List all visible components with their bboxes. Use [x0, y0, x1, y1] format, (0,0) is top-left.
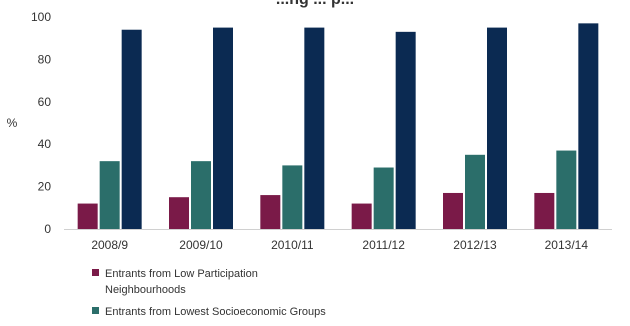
- y-tick-label: 80: [38, 52, 52, 66]
- x-tick-label: 2009/10: [179, 238, 223, 252]
- bar-series1-2009-10: [169, 197, 189, 229]
- bar-series2-2013-14: [556, 150, 577, 229]
- bar-series3-2013-14: [578, 23, 599, 229]
- legend-item-low-participation: Entrants from Low Participation Neighbou…: [92, 266, 326, 298]
- chart-bars: [77, 23, 599, 230]
- bar-series2-2009-10: [191, 161, 211, 229]
- bar-series1-2012-13: [443, 192, 463, 229]
- bar-series2-2011-12: [373, 167, 394, 229]
- bar-series2-2008-9: [99, 161, 120, 229]
- bar-series3-2012-13: [487, 27, 507, 229]
- legend-swatch-low-participation: [92, 269, 99, 276]
- x-tick-label: 2011/12: [362, 238, 405, 252]
- y-tick-label: 60: [38, 95, 52, 109]
- x-tick-label: 2013/14: [545, 238, 589, 252]
- bar-series2-2012-13: [465, 154, 485, 229]
- bar-series3-2008-9: [121, 29, 142, 229]
- legend-item-lowest-socioeconomic: Entrants from Lowest Socioeconomic Group…: [92, 304, 326, 320]
- chart-axes: 0 20 40 60 80 100% 2008/9 2009/10 2010/11 2011/12…: [7, 10, 612, 252]
- x-tick-label: 2008/9: [91, 238, 128, 252]
- bar-series3-2010-11: [304, 27, 325, 229]
- y-tick-label: 20: [38, 180, 52, 194]
- bar-series1-2013-14: [534, 192, 555, 229]
- y-axis-label: %: [7, 116, 18, 130]
- bar-series2-2010-11: [282, 165, 303, 229]
- x-tick-label: 2012/13: [453, 238, 497, 252]
- legend-swatch-lowest-socioeconomic: [92, 307, 99, 314]
- legend-label-lowest-socioeconomic: Entrants from Lowest Socioeconomic Group…: [105, 306, 326, 318]
- bar-series1-2011-12: [351, 203, 372, 229]
- bar-series1-2008-9: [77, 203, 98, 229]
- chart-title-text: ...ng ... p...: [276, 0, 354, 8]
- legend-label-low-participation: Entrants from Low Participation Neighbou…: [105, 266, 258, 298]
- y-tick-label: 0: [44, 222, 51, 236]
- bar-series1-2010-11: [260, 195, 281, 229]
- y-tick-label: 100: [31, 10, 51, 24]
- chart-legend: Entrants from Low Participation Neighbou…: [92, 266, 326, 326]
- chart-title: ...ng ... p...: [0, 0, 630, 9]
- x-tick-label: 2010/11: [271, 238, 314, 252]
- bar-series3-2011-12: [395, 31, 416, 230]
- legend-label-line1: Entrants from Low Participation: [105, 268, 258, 280]
- bar-series3-2009-10: [213, 27, 233, 229]
- y-tick-label: 40: [38, 137, 52, 151]
- legend-label-line2: Neighbourhoods: [105, 284, 186, 296]
